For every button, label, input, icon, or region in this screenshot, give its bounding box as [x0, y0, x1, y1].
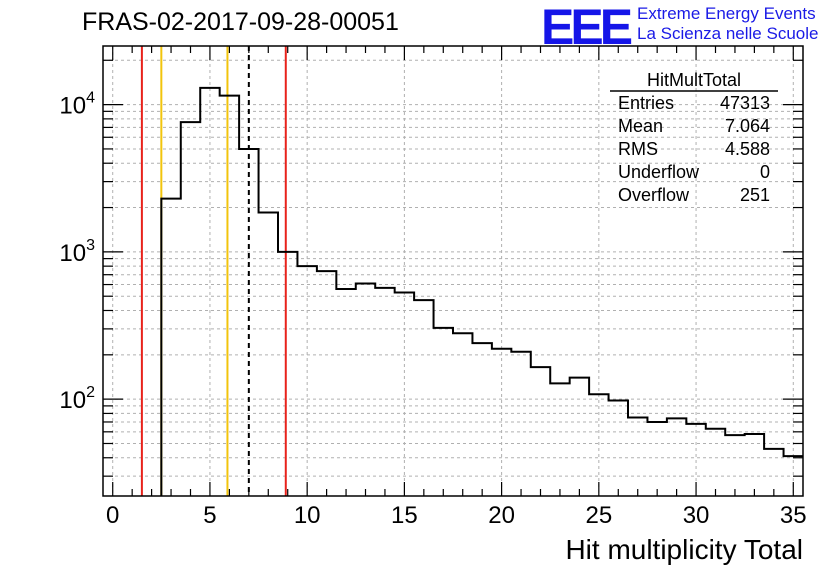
plot-frame	[102, 45, 804, 497]
eee-logo: EEE	[541, 0, 633, 55]
stats-label-entries: Entries	[618, 93, 675, 113]
x-tick-label: 35	[780, 502, 807, 529]
logo-text-line-2: La Scienza nelle Scuole	[637, 24, 819, 43]
axis-tick-labels: 0 5 10 15 20 25 30 35 102 103 104	[59, 90, 806, 529]
x-tick-label: 15	[391, 502, 418, 529]
marker-lines	[140, 46, 287, 496]
x-tick-label: 0	[106, 502, 119, 529]
axis-ticks	[103, 46, 803, 496]
plot-title: FRAS-02-2017-09-28-00051	[82, 8, 399, 36]
x-tick-label: 5	[203, 502, 216, 529]
stats-box-title: HitMultTotal	[646, 70, 742, 90]
y-tick-label: 102	[59, 384, 95, 414]
grid-lines	[103, 46, 803, 496]
y-tick-label: 104	[59, 90, 95, 120]
stats-value-mean: 7.064	[724, 116, 770, 136]
histogram-line	[160, 86, 803, 496]
stats-label-overflow: Overflow	[618, 185, 690, 205]
stats-label-underflow: Underflow	[618, 162, 700, 182]
logo-text-line-1: Extreme Energy Events	[637, 4, 816, 23]
stats-label-mean: Mean	[618, 116, 664, 136]
y-tick-label: 103	[59, 237, 95, 267]
x-tick-label: 20	[488, 502, 515, 529]
stats-value-entries: 47313	[719, 93, 770, 113]
x-axis-label: Hit multiplicity Total	[565, 534, 803, 565]
stats-label-rms: RMS	[618, 139, 658, 159]
x-tick-label: 10	[294, 502, 321, 529]
stats-value-overflow: 251	[739, 185, 770, 205]
stats-value-underflow: 0	[759, 162, 770, 182]
stats-value-rms: 4.588	[724, 139, 770, 159]
x-tick-label: 30	[683, 502, 710, 529]
x-tick-label: 25	[585, 502, 612, 529]
